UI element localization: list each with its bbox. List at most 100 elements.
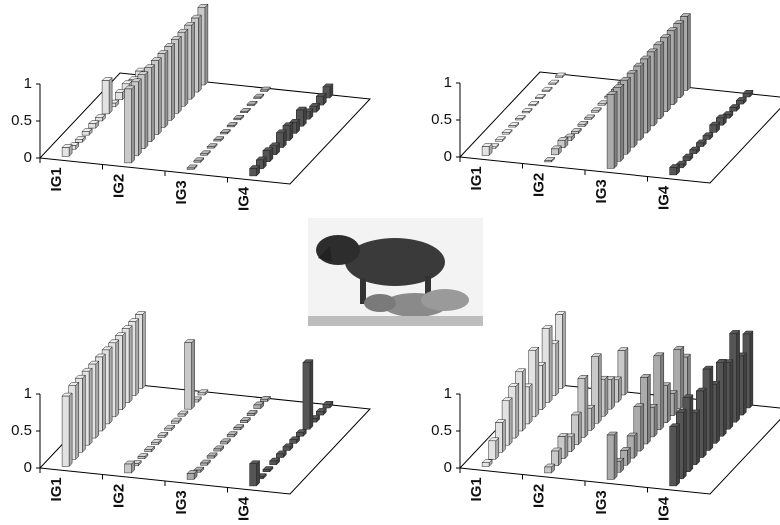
bar-side <box>604 375 609 417</box>
bar <box>183 338 196 410</box>
bar <box>590 107 602 113</box>
bar <box>668 423 681 487</box>
bar-side <box>640 62 645 141</box>
y-tick-label: 1 <box>24 385 32 402</box>
bar-front <box>495 139 503 142</box>
bar-front <box>124 88 132 164</box>
chart: 0 0.5 1 IG1 IG2 IG3 IG4 <box>11 310 372 521</box>
bar-side <box>508 397 513 446</box>
bar-front <box>206 455 215 459</box>
bar <box>302 358 314 430</box>
bar-front <box>742 93 751 98</box>
bar-front <box>528 104 536 107</box>
bar-front <box>197 392 206 396</box>
bar-side <box>736 329 740 423</box>
boar-image <box>308 218 483 326</box>
bar <box>514 114 527 121</box>
bar-side <box>542 361 546 411</box>
bar-side <box>611 375 615 410</box>
bar-front <box>226 125 235 128</box>
y-tick-label: 0 <box>444 459 452 476</box>
bar <box>550 145 562 156</box>
bar-front <box>233 427 241 431</box>
bar <box>550 447 562 467</box>
bar-front <box>521 111 530 114</box>
bar-side <box>171 42 175 122</box>
bar <box>583 114 596 121</box>
bar <box>246 100 258 107</box>
bar-side <box>591 404 595 432</box>
bar-front <box>577 124 586 127</box>
bar-side <box>151 64 155 143</box>
bar <box>114 88 127 101</box>
bar <box>557 136 569 149</box>
bar-side <box>122 332 126 411</box>
bar-side <box>598 353 602 424</box>
bar-front <box>151 442 159 445</box>
bar <box>543 463 556 474</box>
bar <box>163 424 176 432</box>
bar <box>193 157 205 163</box>
bar-front <box>193 160 201 163</box>
bar <box>262 146 274 163</box>
bar-side <box>128 325 133 404</box>
bar-side <box>142 310 146 390</box>
bar-side <box>716 380 720 445</box>
bar-side <box>660 352 665 431</box>
bar-side <box>191 21 195 100</box>
bar <box>61 143 73 158</box>
bar <box>735 96 747 105</box>
bar-side <box>653 403 658 438</box>
bar-side <box>618 376 622 403</box>
bar-front <box>736 100 744 105</box>
bar <box>295 106 307 127</box>
bar-side <box>135 317 140 397</box>
bar <box>213 445 225 452</box>
bar-front <box>696 142 704 147</box>
bar <box>481 459 493 468</box>
bar-front <box>213 139 221 142</box>
bar-front <box>501 132 510 135</box>
bar-front <box>186 473 195 480</box>
bar-front <box>144 449 152 452</box>
y-tick-label: 1 <box>444 74 452 91</box>
y-tick-label: 1 <box>24 75 32 92</box>
bar <box>570 127 582 135</box>
bar-side <box>667 34 671 113</box>
bar <box>521 107 533 114</box>
bar-front <box>157 435 166 438</box>
bar-front <box>75 139 83 143</box>
bar <box>226 121 238 128</box>
bar-front <box>233 118 241 121</box>
floor <box>458 71 780 184</box>
chart: 0 0.5 1 IG1 IG2 IG3 IG4 <box>431 12 780 210</box>
bar <box>288 436 301 445</box>
bar <box>262 465 274 473</box>
bar-side <box>68 392 73 468</box>
bar-front <box>249 168 257 177</box>
bar-side <box>689 394 694 473</box>
bar-side <box>578 411 582 446</box>
bar <box>543 156 556 163</box>
bar-side <box>633 69 638 148</box>
bar-side <box>82 374 86 453</box>
bar-front <box>220 132 228 135</box>
bar-side <box>562 310 566 390</box>
bar-side <box>256 460 260 487</box>
bar-side <box>515 382 520 439</box>
bar <box>143 445 156 453</box>
bar <box>728 103 741 112</box>
bar-front <box>302 362 311 430</box>
bar-side <box>696 409 700 466</box>
bar-front <box>137 456 146 459</box>
bar-side <box>627 76 631 155</box>
bar-front <box>81 131 90 136</box>
bar <box>253 401 265 410</box>
bar-front <box>682 156 691 161</box>
bar-front <box>260 89 268 92</box>
bar-side <box>687 353 691 403</box>
bar-front <box>115 92 123 100</box>
bar <box>199 150 212 156</box>
bar-front <box>177 413 186 417</box>
floor <box>38 72 372 185</box>
